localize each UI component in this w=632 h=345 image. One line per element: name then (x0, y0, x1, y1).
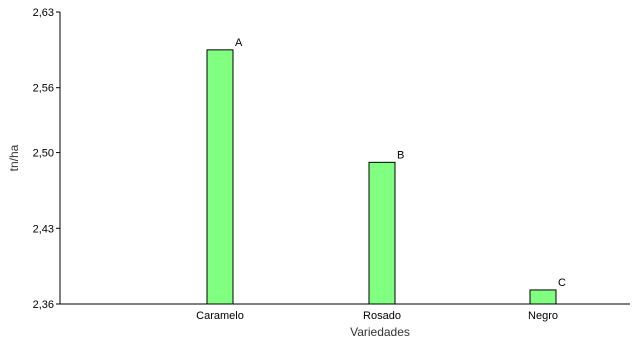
x-axis-tick-labels: Caramelo Rosado Negro (196, 310, 558, 322)
group-letters: A B C (235, 37, 566, 289)
y-tick-label: 2,50 (33, 148, 54, 160)
x-tick-label: Caramelo (196, 310, 244, 322)
y-tick-label: 2,36 (33, 299, 54, 311)
group-letter: A (235, 37, 243, 49)
bar-rosado (368, 161, 396, 305)
bars (206, 49, 557, 305)
bar-negro (529, 289, 557, 305)
group-letter: C (558, 277, 566, 289)
y-tick-label: 2,56 (33, 83, 54, 95)
group-letter: B (397, 149, 404, 161)
bar-caramelo (206, 49, 234, 305)
x-tick-label: Negro (528, 310, 558, 322)
y-tick-label: 2,43 (33, 223, 54, 235)
x-tick-label: Rosado (363, 310, 401, 322)
y-axis-ticks: 2,36 2,43 2,50 2,56 2,63 (33, 7, 60, 311)
y-tick-label: 2,63 (33, 7, 54, 19)
y-axis-title: tn/ha (7, 144, 21, 171)
x-axis-title: Variedades (350, 325, 410, 339)
